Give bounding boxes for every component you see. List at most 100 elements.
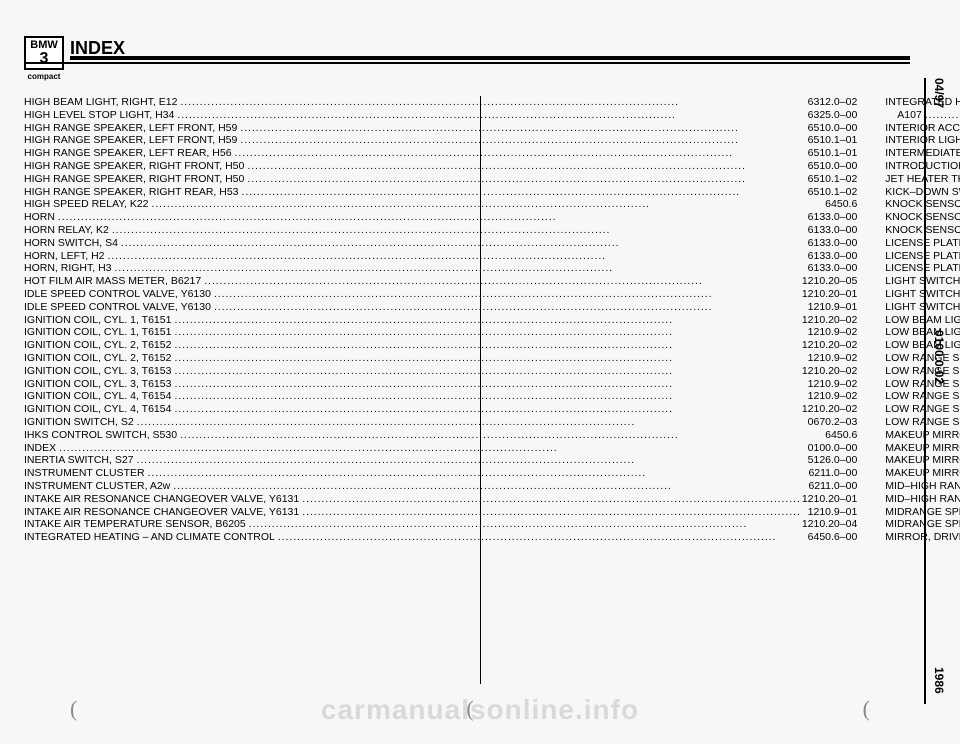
index-entry-page: 1210.20–01 (802, 493, 857, 506)
index-entry: INSTRUMENT CLUSTER6211.0–00 (24, 467, 857, 480)
index-entry: LOW RANGE SPEAKER, LEFT FRONT, H586510.0… (885, 352, 960, 365)
index-entry-label: LOW RANGE SPEAKER, RIGHT FRONT, H51 (885, 390, 960, 403)
index-entry-leader (177, 96, 807, 109)
index-entry-page: 6450.6 (825, 198, 857, 211)
index-entry-label: HORN, LEFT, H2 (24, 250, 105, 263)
index-entry-label: IGNITION COIL, CYL. 2, T6152 (24, 352, 171, 365)
index-entry-leader (171, 314, 801, 327)
index-entry-page: 0670.2–03 (808, 416, 858, 429)
index-entry-page: 6510.1–01 (808, 147, 858, 160)
index-entry: INTERMEDIATE PRESSURE SWITCH, B96450.6 (885, 147, 960, 160)
index-entry-label: INTERIOR LIGHTS (885, 134, 960, 147)
index-column-left: HIGH BEAM LIGHT, RIGHT, E126312.0–02HIGH… (24, 96, 875, 684)
index-entry: INTERIOR LIGHTS6330.3–00 (885, 134, 960, 147)
index-entry: LICENSE PLATE/LUGGAGE COMPARTMENT LIGHTS… (885, 262, 960, 275)
index-entry-page: 5126.0–00 (808, 454, 858, 467)
index-entry-page: 6133.0–00 (808, 237, 858, 250)
index-entry-label: INSTRUMENT CLUSTER, A2w (24, 480, 170, 493)
index-entry-leader (105, 250, 808, 263)
paren-mid: ( (466, 696, 473, 722)
index-entry: IGNITION COIL, CYL. 1, T6151 1210.20–02 (24, 314, 857, 327)
index-entry: HIGH RANGE SPEAKER, LEFT FRONT, H596510.… (24, 122, 857, 135)
index-entry-label: LOW RANGE SPEAKER, LEFT FRONT, H58 (885, 352, 960, 365)
index-entry-label: INTEGRATED HEATING – AND CLIMATE CONTROL (24, 531, 275, 544)
badge-box: BMW 3 (24, 36, 64, 70)
index-entry: INDEX0100.0–00 (24, 442, 857, 455)
index-entry-label: MIDRANGE SPEAKER, RIGHT FRONT, H54 (885, 518, 960, 531)
index-entry: LOW BEAM LIGHT RELAY, K486312.0–02 (885, 314, 960, 327)
index-entry-page: 6510.1–02 (808, 173, 858, 186)
index-entry-label: IGNITION SWITCH, S2 (24, 416, 134, 429)
index-entry-page: 0100.0–00 (808, 442, 858, 455)
index-entry: INSTRUMENT CLUSTER, A2w 6211.0–00 (24, 480, 857, 493)
index-entry-leader (171, 378, 807, 391)
index-entry: HORN SWITCH, S4 6133.0–00 (24, 237, 857, 250)
index-entry-page: 1210.20–05 (802, 275, 857, 288)
index-entry-label: IHKS CONTROL SWITCH, S530 (24, 429, 177, 442)
index-entry-leader (170, 480, 808, 493)
index-entry: KNOCK SENSOR, B62401210.20–04 (885, 198, 960, 211)
index-entry-label: LIGHT SWITCH ILLUMINATION, E97 (885, 288, 960, 301)
index-entry-leader (237, 122, 807, 135)
index-entry-label: INTAKE AIR TEMPERATURE SENSOR, B6205 (24, 518, 246, 531)
index-entry-label: IGNITION COIL, CYL. 3, T6153 (24, 378, 171, 391)
badge-subtext: compact (24, 72, 64, 81)
index-entry: IGNITION COIL, CYL. 1, T61511210.9–02 (24, 326, 857, 339)
index-entry-label: IGNITION COIL, CYL. 3, T6153 (24, 365, 171, 378)
index-entry: KNOCK SENSOR, CYL. 1–2, B62411210.9–05 (885, 211, 960, 224)
index-entry-page: 1210.20–01 (802, 288, 857, 301)
index-entry-leader (171, 390, 807, 403)
index-entry-leader (177, 429, 825, 442)
index-entry-label: INTERMEDIATE PRESSURE SWITCH, B9 (885, 147, 960, 160)
index-entry: MAKEUP MIRROR SWITCH, DRIVER'S, S776330.… (885, 454, 960, 467)
index-entry: KICK–DOWN SWITCH, S85072460.2 (885, 186, 960, 199)
index-entry-page: 1210.20–02 (802, 339, 857, 352)
index-entry: MAKEUP MIRROR LIGHT, PASSENGER'S, E36633… (885, 442, 960, 455)
index-entry-leader (211, 288, 802, 301)
index-entry: HIGH RANGE SPEAKER, RIGHT FRONT, H506510… (24, 160, 857, 173)
index-entry-leader (118, 237, 808, 250)
index-entry-page: 1210.9–02 (808, 352, 858, 365)
index-entry-leader (232, 147, 808, 160)
index-entry-label: LIGHT SWITCH DETAILS (885, 275, 960, 288)
index-entry-leader (171, 403, 801, 416)
index-entry-label: HIGH RANGE SPEAKER, RIGHT FRONT, H50 (24, 173, 244, 186)
index-entry: IDLE SPEED CONTROL VALVE, Y61301210.9–01 (24, 301, 857, 314)
index-entry-label: HIGH RANGE SPEAKER, LEFT FRONT, H59 (24, 134, 237, 147)
index-entry: HORN RELAY, K2 6133.0–00 (24, 224, 857, 237)
index-entry-label: IGNITION COIL, CYL. 1, T6151 (24, 314, 171, 327)
index-entry-page: 1210.20–02 (802, 314, 857, 327)
index-entry: HIGH RANGE SPEAKER, RIGHT FRONT, H50 6510… (24, 173, 857, 186)
index-entry-leader (112, 262, 808, 275)
index-entry-page: 6133.0–00 (808, 224, 858, 237)
index-column-right: INTEGRATED HEATING – AND CLIMATE CONTROL… (875, 96, 960, 684)
index-entry-label: MIDRANGE SPEAKER, LEFT FRONT, H55 (885, 506, 960, 519)
index-entry-leader (201, 275, 802, 288)
index-entry-leader (211, 301, 808, 314)
index-entry-label: INTERIOR ACCESSORIES (885, 122, 960, 135)
index-entry: HORN, RIGHT, H36133.0–00 (24, 262, 857, 275)
index-entry-page: 6510.1–02 (808, 186, 858, 199)
index-entry-label: MIRROR, DRIVER'S SIDE, Y5 (885, 531, 960, 544)
index-entry-label: LOW BEAM LIGHT RELAY, K48 (885, 314, 960, 327)
index-entry-leader (237, 134, 807, 147)
index-entry: LICENSE PLATE LIGHT, RIGHT, E446320.0–00 (885, 250, 960, 263)
index-entry-label: HIGH BEAM LIGHT, RIGHT, E12 (24, 96, 177, 109)
index-entry-label: IGNITION COIL, CYL. 4, T6154 (24, 403, 171, 416)
index-entry-leader (171, 365, 801, 378)
fold-marks: ( ( ( (0, 696, 960, 722)
index-entry: HORN6133.0–00 (24, 211, 857, 224)
index-entry-page: 6325.0–00 (808, 109, 858, 122)
index-entry-leader (55, 211, 808, 224)
index-entry-label: INTEGRATED HEATING – AND CLIMATE CONTROL… (885, 96, 960, 109)
index-entry-label: HORN RELAY, K2 (24, 224, 109, 237)
index-entry: INTAKE AIR TEMPERATURE SENSOR, B6205 1210… (24, 518, 857, 531)
index-entry-label: HORN SWITCH, S4 (24, 237, 118, 250)
index-entry-page: 1210.20–04 (802, 518, 857, 531)
index-entry-label: HIGH RANGE SPEAKER, LEFT FRONT, H59 (24, 122, 237, 135)
index-entry-page: 6133.0–00 (808, 250, 858, 263)
index-entry: HORN, LEFT, H2 6133.0–00 (24, 250, 857, 263)
index-entry-page: 6211.0–00 (808, 480, 857, 493)
index-entry: LOW RANGE SPEAKER, RIGHT FRONT, H516510.… (885, 403, 960, 416)
index-entry: LOW RANGE SPEAKER, RIGHT FRONT, H516510.… (885, 390, 960, 403)
